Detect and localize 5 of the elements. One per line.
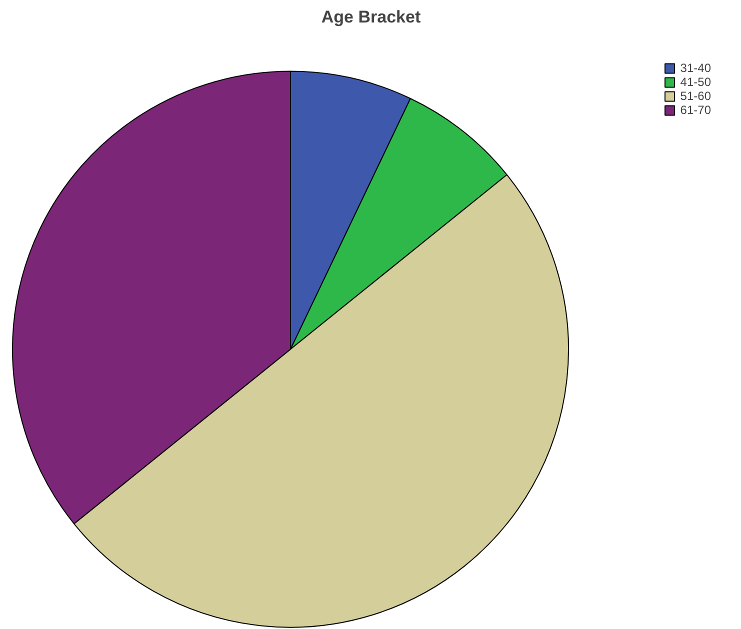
legend-label: 41-50: [680, 75, 711, 89]
legend-label: 31-40: [680, 61, 711, 75]
chart-title: Age Bracket: [321, 8, 421, 26]
legend-label: 61-70: [680, 103, 711, 117]
legend-label: 51-60: [680, 89, 711, 103]
